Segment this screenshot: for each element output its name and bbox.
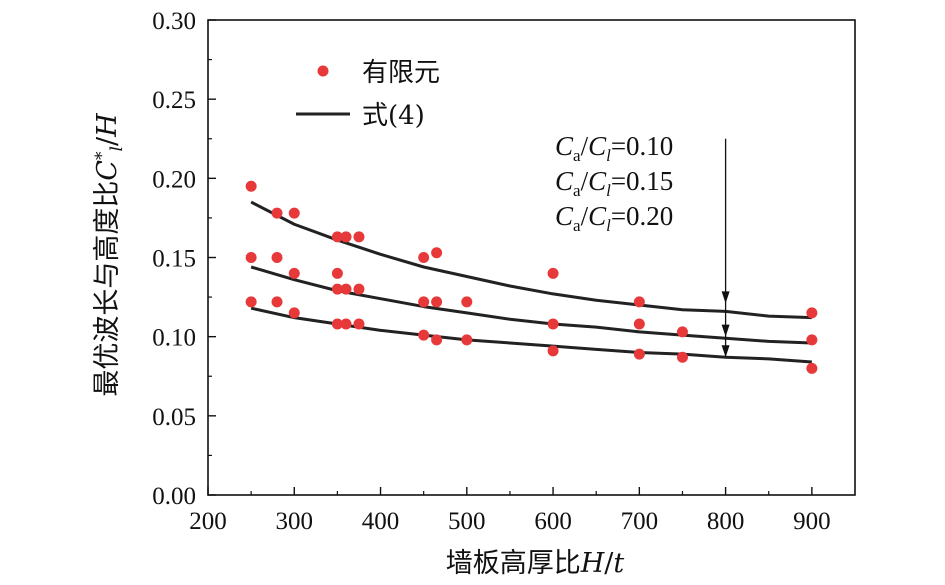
fem-point: [547, 345, 559, 357]
fem-point: [245, 252, 257, 263]
annotation-line-3: Ca/Cl=0.20: [555, 201, 673, 235]
fem-point: [806, 334, 818, 346]
x-tick-label: 200: [189, 508, 227, 535]
y-tick-label: 0.25: [152, 87, 196, 114]
y-tick-label: 0.30: [152, 8, 196, 35]
fem-point: [288, 267, 300, 279]
fem-point: [245, 296, 257, 308]
fem-point: [271, 252, 283, 263]
fem-point: [633, 296, 645, 308]
fem-point: [676, 351, 688, 363]
fem-point: [418, 296, 430, 308]
fem-point: [340, 231, 352, 243]
x-tick-label: 400: [362, 508, 400, 535]
legend-label-scatter: 有限元: [362, 58, 440, 88]
x-tick-label: 900: [793, 508, 831, 535]
fem-point: [461, 334, 473, 346]
annotation-arrow-head: [721, 324, 730, 337]
fem-point: [418, 329, 430, 341]
legend: 有限元 式(4): [296, 58, 440, 131]
y-tick-label: 0.00: [152, 483, 196, 510]
annotation-arrow-head: [721, 291, 730, 304]
x-tick-label: 700: [621, 508, 659, 535]
y-axis-title: 最优波长与高度比C*l/H: [92, 113, 127, 397]
fem-point: [271, 296, 283, 308]
fem-point: [340, 318, 352, 330]
fit-curve: [250, 306, 812, 364]
annotation-line-2: Ca/Cl=0.15: [555, 166, 673, 200]
fem-point: [431, 334, 443, 346]
fem-point: [806, 307, 818, 319]
x-tick-label: 800: [707, 508, 745, 535]
fem-point: [806, 362, 818, 374]
annotation: Ca/Cl=0.10 Ca/Cl=0.15 Ca/Cl=0.20: [555, 131, 673, 235]
fem-point: [353, 318, 365, 330]
fem-point: [431, 247, 443, 259]
fem-point: [353, 231, 365, 243]
legend-label-line: 式(4): [362, 101, 425, 131]
fem-point: [340, 283, 352, 295]
legend-marker: [317, 65, 329, 77]
annotation-arrow-head: [721, 345, 730, 358]
plot-frame: [207, 19, 856, 496]
y-tick-label: 0.10: [152, 325, 196, 352]
fem-point: [331, 267, 343, 279]
fem-point: [331, 318, 343, 330]
y-tick-label: 0.05: [152, 404, 196, 431]
fit-curve: [250, 200, 812, 320]
fem-point: [353, 283, 365, 295]
fem-point: [431, 296, 443, 308]
y-tick-label: 0.20: [152, 166, 196, 193]
x-tick-label: 500: [448, 508, 486, 535]
y-tick-label: 0.15: [152, 246, 196, 273]
fem-point: [633, 348, 645, 360]
fem-point: [245, 180, 257, 192]
fit-curve: [250, 265, 812, 345]
x-tick-label: 600: [534, 508, 572, 535]
fem-point: [271, 207, 283, 219]
x-tick-label: 300: [276, 508, 314, 535]
fem-point: [418, 252, 430, 263]
x-axis-title: 墙板高厚比H/t: [446, 548, 625, 579]
fem-point: [676, 326, 688, 338]
fem-point: [461, 296, 473, 308]
fem-point: [547, 267, 559, 279]
fem-point: [547, 318, 559, 330]
fem-point: [633, 318, 645, 330]
fem-point: [288, 307, 300, 319]
fem-point: [331, 231, 343, 243]
fem-point: [331, 283, 343, 295]
annotation-line-1: Ca/Cl=0.10: [555, 131, 673, 165]
fem-point: [288, 207, 300, 219]
